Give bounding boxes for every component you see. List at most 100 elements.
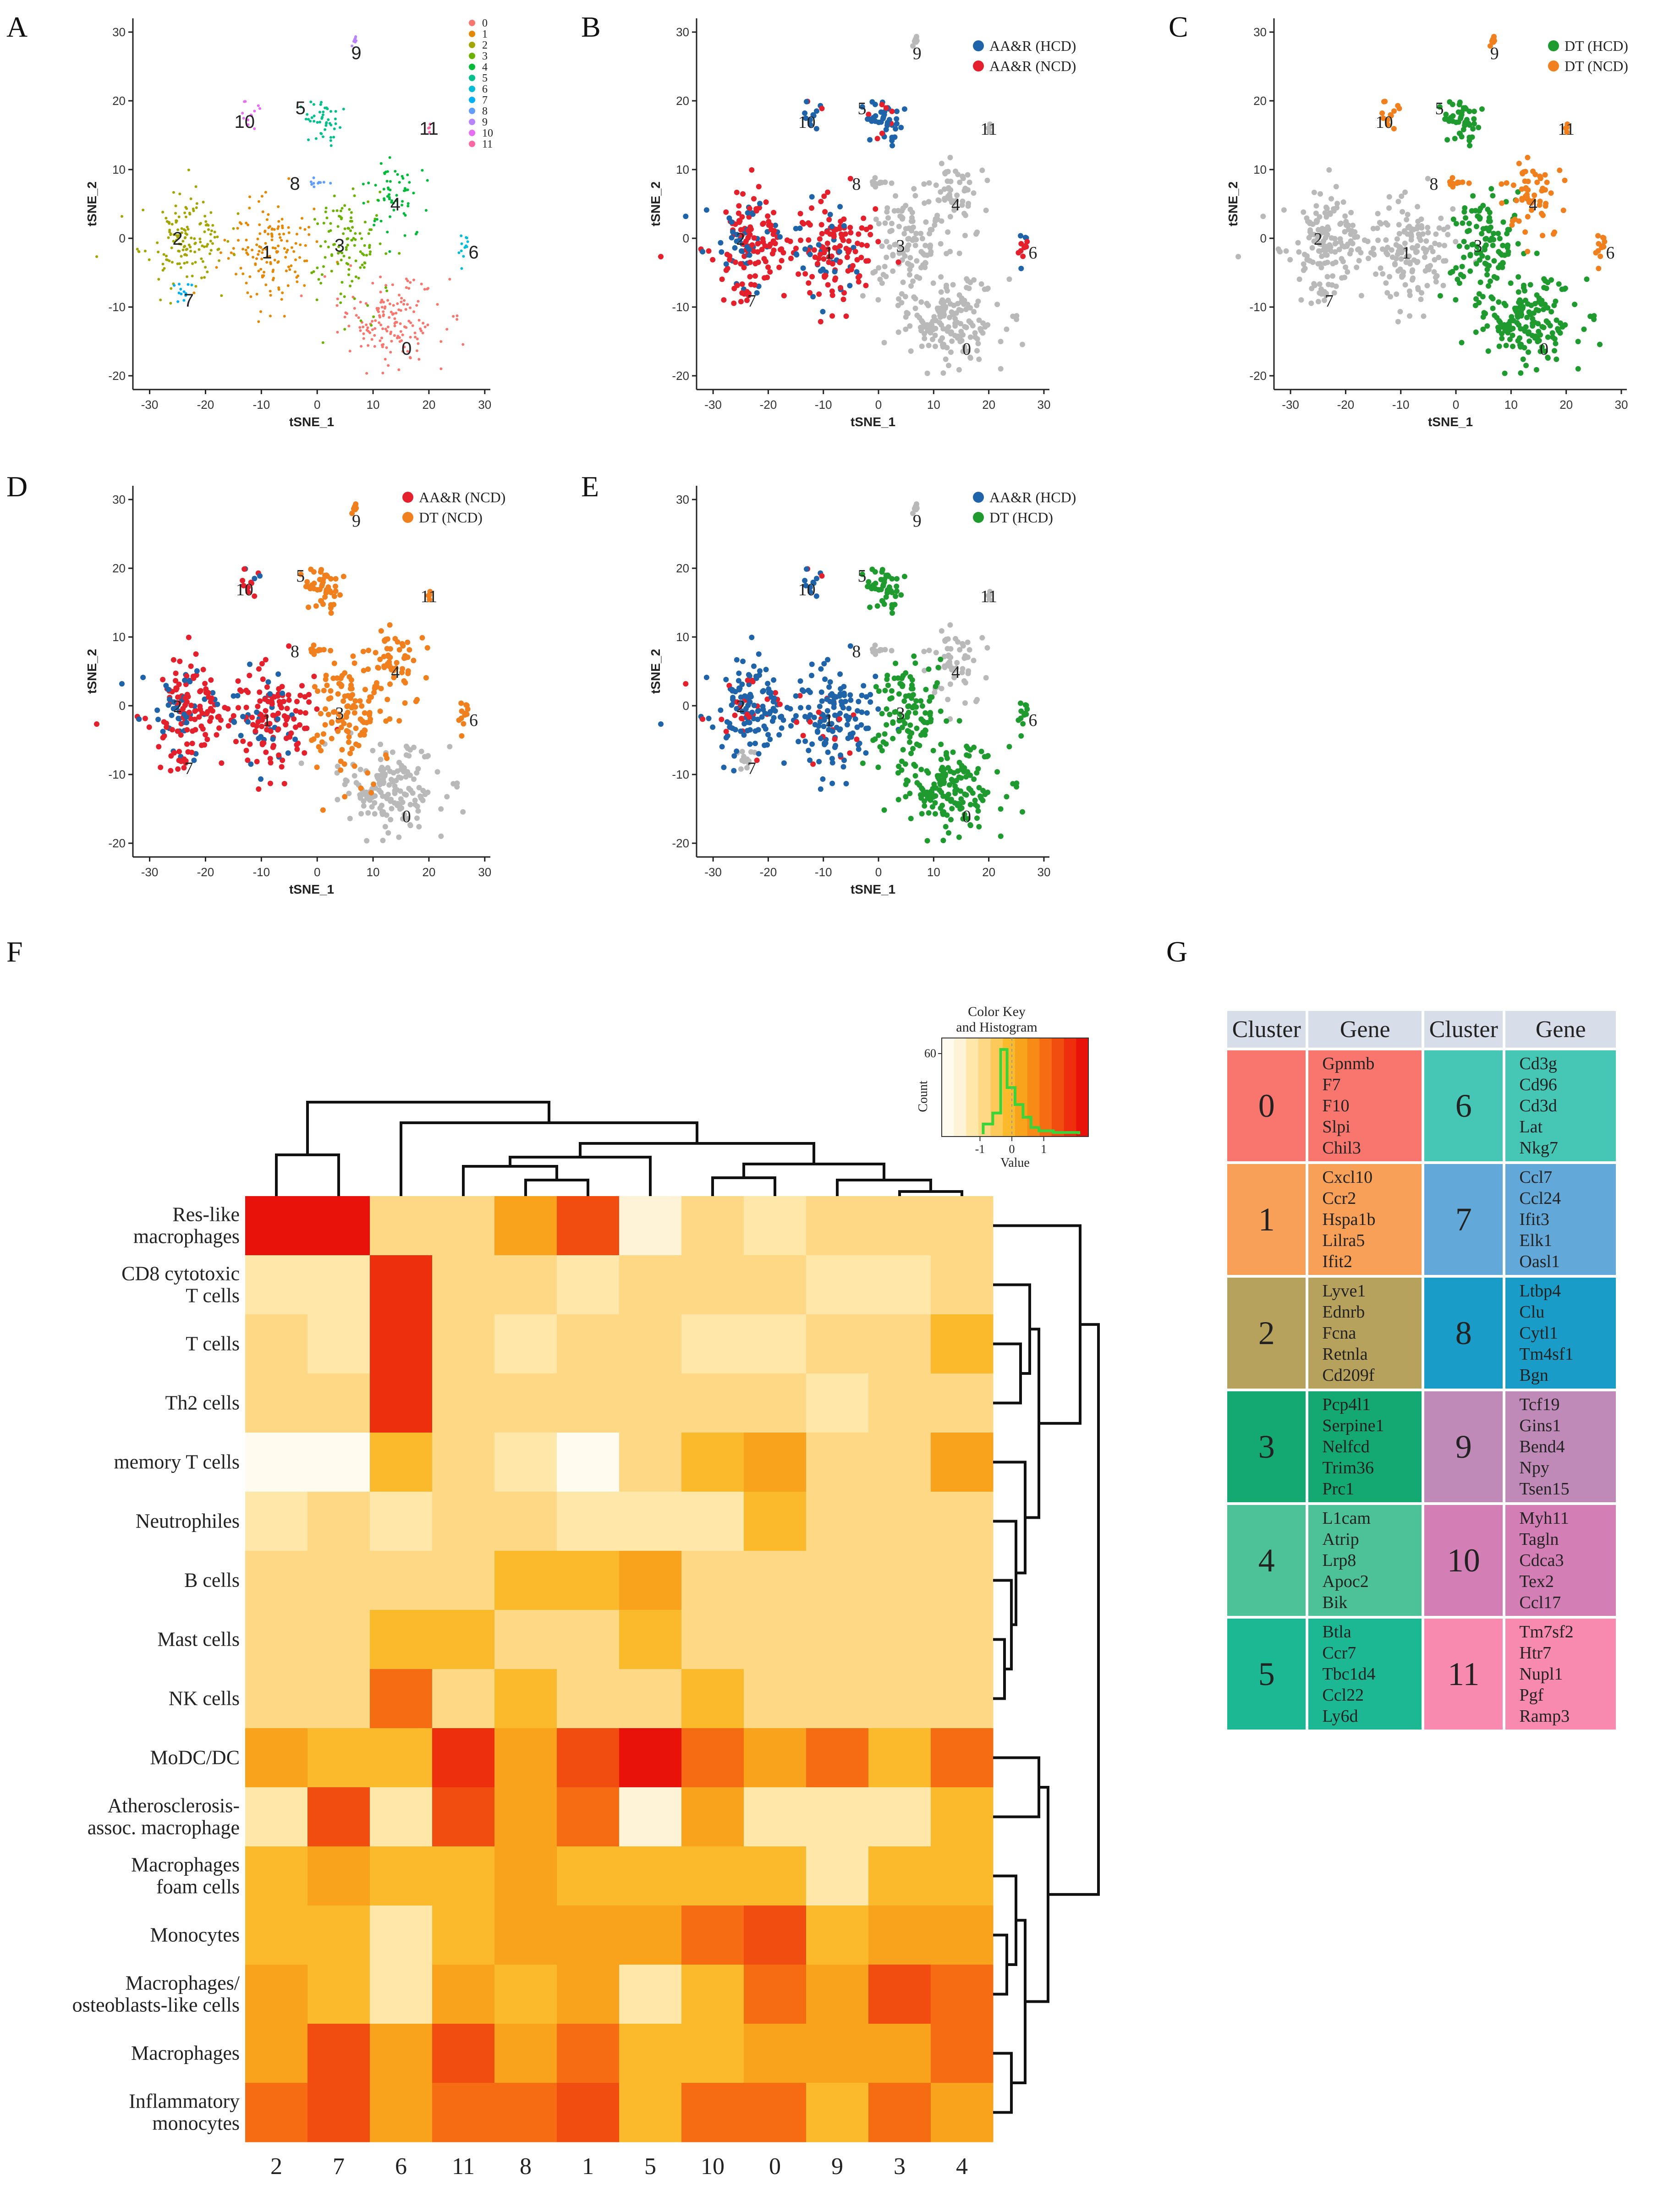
- data-point: [1539, 344, 1545, 350]
- data-point: [184, 719, 190, 725]
- data-point: [759, 247, 765, 253]
- data-point: [420, 282, 423, 286]
- data-point: [1500, 242, 1506, 248]
- data-point: [971, 658, 977, 664]
- heatmap-row-label: macrophages: [133, 1225, 240, 1248]
- data-point: [939, 767, 944, 773]
- data-point: [745, 210, 751, 216]
- data-point: [171, 699, 177, 705]
- data-point: [320, 579, 326, 585]
- data-point: [1534, 179, 1540, 185]
- data-point: [297, 709, 303, 715]
- data-point: [1302, 265, 1308, 271]
- data-point: [1396, 231, 1402, 236]
- heatmap-cell: [744, 1373, 807, 1433]
- data-point: [269, 290, 272, 293]
- data-point: [903, 326, 909, 332]
- data-point: [846, 238, 852, 244]
- data-point: [948, 178, 954, 184]
- data-point: [200, 257, 203, 260]
- data-point: [351, 280, 354, 283]
- data-point: [1415, 285, 1421, 291]
- data-point: [703, 675, 709, 681]
- data-point: [889, 108, 895, 114]
- legend-label: 1: [482, 28, 488, 40]
- data-point: [1380, 271, 1386, 277]
- data-point: [247, 223, 250, 226]
- data-point: [1550, 334, 1556, 340]
- x-axis-title: tSNE_1: [1428, 415, 1473, 429]
- heatmap-cell: [806, 1255, 869, 1315]
- data-point: [330, 709, 336, 715]
- data-point: [1402, 246, 1408, 252]
- data-point: [1425, 176, 1431, 181]
- data-point: [241, 111, 244, 115]
- data-point: [280, 690, 285, 696]
- data-point: [323, 672, 329, 678]
- data-point: [1507, 336, 1513, 342]
- data-point: [899, 725, 905, 730]
- cluster-id-cell: 3: [1227, 1391, 1306, 1502]
- data-point: [794, 252, 800, 258]
- panel-letter-c: C: [1169, 11, 1188, 43]
- data-point: [372, 811, 378, 817]
- data-point: [807, 757, 813, 763]
- x-tick-label: -30: [1282, 398, 1299, 412]
- heatmap-cell: [557, 1196, 620, 1256]
- heatmap-cell: [931, 1373, 994, 1433]
- data-point: [393, 787, 399, 793]
- data-point: [1402, 282, 1408, 288]
- data-point: [902, 720, 908, 726]
- heatmap-cell: [432, 1669, 495, 1729]
- data-point: [832, 277, 838, 283]
- data-point: [797, 693, 803, 699]
- data-point: [875, 706, 881, 712]
- data-point: [403, 234, 406, 237]
- data-point: [313, 603, 319, 609]
- data-point: [263, 749, 269, 755]
- data-point: [251, 248, 254, 252]
- data-point: [854, 269, 860, 275]
- data-point: [954, 192, 960, 198]
- data-point: [1024, 239, 1030, 245]
- data-point: [796, 271, 802, 277]
- data-point: [710, 257, 716, 263]
- data-point: [982, 754, 988, 760]
- y-tick-label: -20: [108, 369, 126, 383]
- data-point: [388, 193, 391, 196]
- cluster-label: 10: [1376, 113, 1393, 132]
- data-point: [347, 750, 353, 756]
- data-point: [1452, 136, 1458, 142]
- data-point: [924, 370, 930, 376]
- data-point: [315, 688, 321, 694]
- data-point: [412, 802, 418, 807]
- data-point: [1014, 780, 1020, 786]
- data-point: [1488, 186, 1494, 192]
- data-point: [948, 796, 954, 802]
- data-point: [723, 261, 729, 267]
- heatmap-cell: [931, 1728, 994, 1788]
- gene-name: Cd96: [1519, 1075, 1557, 1094]
- data-point: [876, 732, 882, 738]
- data-point: [1018, 733, 1024, 739]
- data-point: [1324, 252, 1330, 258]
- gene-name: Elk1: [1519, 1231, 1553, 1250]
- data-point: [176, 262, 179, 265]
- data-point: [879, 598, 885, 604]
- data-point: [169, 302, 172, 305]
- data-point: [447, 744, 453, 750]
- heatmap-cell: [557, 1965, 620, 2024]
- data-point: [257, 104, 260, 107]
- data-point: [208, 677, 214, 683]
- data-point: [897, 681, 903, 686]
- cluster-label: 3: [1474, 236, 1482, 256]
- panel-letter-e: E: [581, 470, 599, 503]
- data-point: [398, 336, 401, 339]
- data-point: [213, 231, 216, 234]
- heatmap-cell: [681, 2083, 744, 2142]
- data-point: [887, 244, 893, 250]
- data-point: [367, 200, 370, 203]
- x-axis-title: tSNE_1: [851, 415, 895, 429]
- data-point: [747, 274, 753, 280]
- data-point: [1398, 256, 1404, 262]
